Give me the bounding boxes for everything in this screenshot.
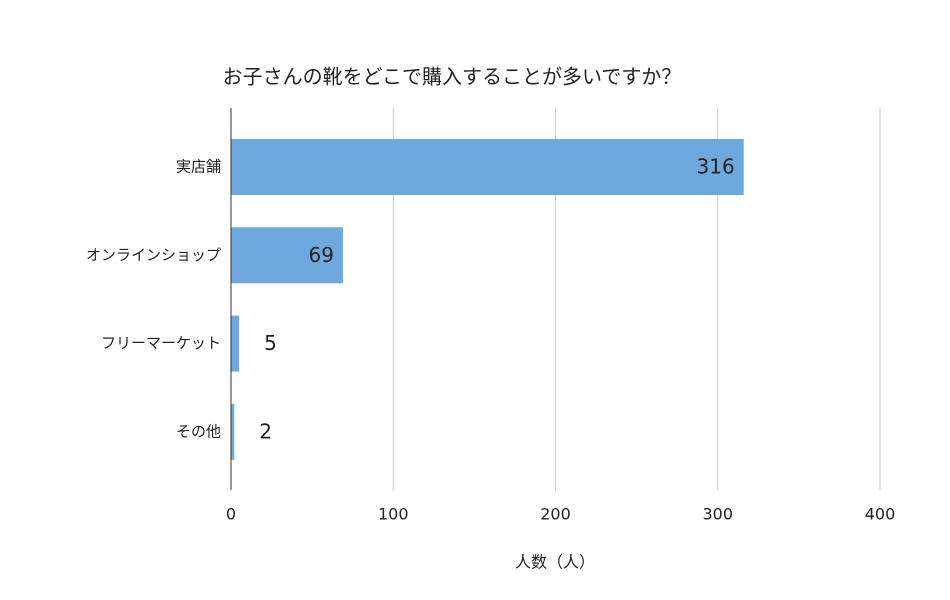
x-axis-title: 人数（人） xyxy=(515,553,595,572)
data-label: 2 xyxy=(259,419,272,443)
x-tick-label: 400 xyxy=(865,505,896,524)
x-tick-label: 300 xyxy=(702,505,733,524)
x-tick-label: 200 xyxy=(540,505,571,524)
y-tick-label: フリーマーケット xyxy=(101,334,221,352)
y-tick-label: オンラインショップ xyxy=(86,246,221,264)
x-tick-label: 0 xyxy=(226,505,236,524)
bar xyxy=(231,403,235,460)
y-tick-label: その他 xyxy=(176,422,221,440)
bar xyxy=(231,315,240,372)
data-label: 69 xyxy=(308,243,333,267)
data-label: 5 xyxy=(264,331,277,355)
data-label: 316 xyxy=(697,155,735,179)
y-tick-label: 実店舗 xyxy=(176,158,221,176)
x-tick-label: 100 xyxy=(378,505,409,524)
chart-title: お子さんの靴をどこで購入することが多いですか？ xyxy=(223,65,682,89)
bar xyxy=(231,227,343,284)
bar xyxy=(231,139,744,195)
